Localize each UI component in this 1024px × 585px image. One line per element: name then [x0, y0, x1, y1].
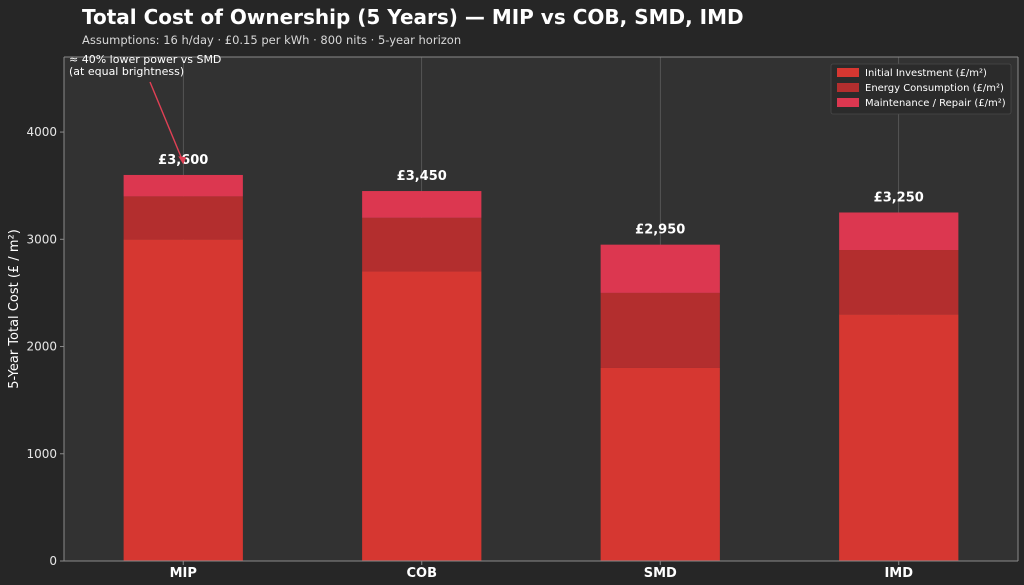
legend-box: [830, 63, 1012, 115]
bar-smd-series-1: [600, 292, 720, 368]
bar-cob-series-1: [362, 217, 482, 272]
y-tick-label-0: 0: [49, 554, 57, 568]
chart-subtitle: Assumptions: 16 h/day · £0.15 per kWh · …: [82, 33, 461, 47]
bar-smd-series-0: [600, 367, 720, 561]
bar-imd-series-1: [839, 250, 959, 315]
bar-imd-series-0: [839, 314, 959, 561]
y-axis-label: 5-Year Total Cost (£ / m²): [7, 229, 22, 389]
x-tick-label-mip: MIP: [170, 566, 197, 581]
legend-swatch-0: [837, 68, 859, 77]
x-tick-label-cob: COB: [406, 566, 437, 581]
y-tick-label-1000: 1000: [26, 447, 57, 461]
x-tick-label-imd: IMD: [884, 566, 913, 581]
chart-title: Total Cost of Ownership (5 Years) — MIP …: [82, 5, 744, 29]
bar-smd-series-2: [600, 244, 720, 293]
plot-area: 01000200030004000MIPCOBSMDIMD£3,600£3,45…: [26, 53, 1019, 581]
bar-mip-series-0: [123, 239, 243, 562]
legend-label-1: Energy Consumption (£/m²): [865, 83, 1004, 94]
total-label-cob: £3,450: [397, 169, 447, 184]
annotation-text-line-0: ≈ 40% lower power vs SMD: [69, 53, 221, 66]
y-tick-label-2000: 2000: [26, 340, 57, 354]
bar-mip-series-1: [123, 196, 243, 240]
bar-imd-series-2: [839, 212, 959, 251]
total-label-imd: £3,250: [874, 190, 924, 205]
y-tick-label-3000: 3000: [26, 232, 57, 246]
annotation-arrow-head: [178, 156, 187, 165]
legend-swatch-2: [837, 98, 859, 107]
total-label-smd: £2,950: [635, 223, 685, 238]
legend-label-2: Maintenance / Repair (£/m²): [865, 98, 1006, 109]
bar-cob-series-0: [362, 271, 482, 561]
legend-swatch-1: [837, 83, 859, 92]
bar-cob-series-2: [362, 191, 482, 218]
x-tick-label-smd: SMD: [644, 566, 677, 581]
bar-mip-series-2: [123, 174, 243, 197]
annotation-arrow-line: [149, 81, 184, 163]
legend-label-0: Initial Investment (£/m²): [865, 68, 987, 79]
annotation-text-line-1: (at equal brightness): [69, 65, 184, 78]
y-tick-label-4000: 4000: [26, 125, 57, 139]
